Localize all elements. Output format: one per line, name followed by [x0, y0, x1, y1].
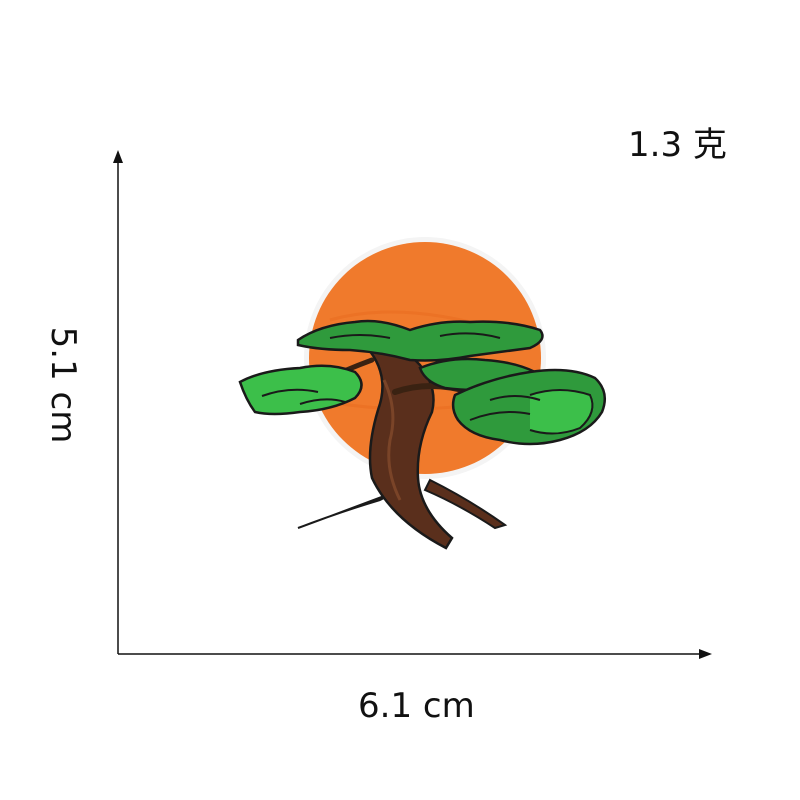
height-label: 5.1 cm — [43, 326, 83, 444]
horizontal-axis-arrow — [699, 649, 712, 659]
vertical-axis-arrow — [113, 150, 123, 163]
bonsai-tree-patch-image — [238, 237, 607, 550]
root-right — [423, 478, 508, 530]
weight-label: 1.3 克 — [628, 125, 727, 165]
width-label: 6.1 cm — [358, 686, 475, 726]
root-left — [297, 491, 396, 529]
measurement-axes — [113, 150, 712, 659]
foliage-top — [296, 319, 544, 362]
